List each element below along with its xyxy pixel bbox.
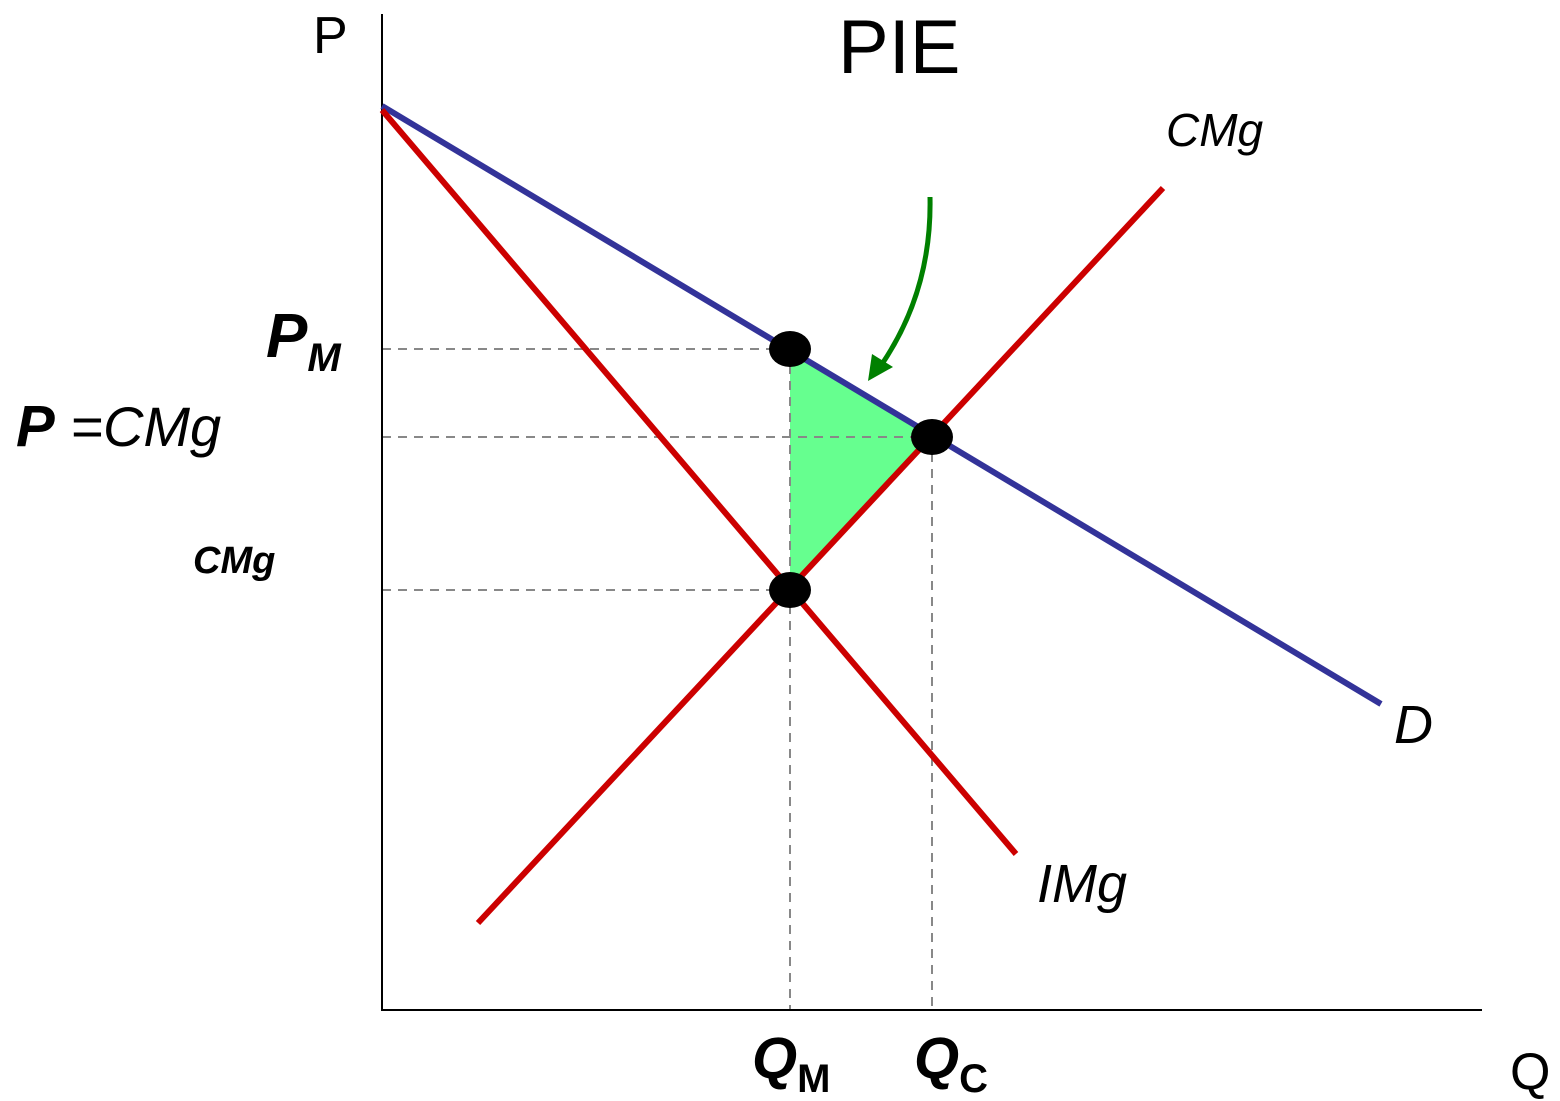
competitive-quantity-label: QC [914, 1030, 988, 1100]
marginal-cost-label: CMg [1166, 104, 1264, 156]
competitive-equilibrium-point [911, 419, 953, 455]
marginal-cost-price-label: CMg [193, 540, 276, 582]
monopoly-quantity-label: QM [752, 1030, 830, 1100]
marginal-cost-curve [475, 185, 1166, 926]
qm-main: Q [752, 1026, 798, 1091]
diagram-title: PIE [838, 5, 961, 90]
pm-sub: M [307, 336, 341, 380]
pm-main: P [266, 302, 308, 371]
qm-sub: M [797, 1057, 831, 1101]
deadweight-loss-triangle [790, 352, 932, 590]
marginal-revenue-label: IMg [1037, 854, 1128, 914]
competitive-price-label: P =CMg [16, 398, 221, 456]
mr-mc-intersection-point [769, 572, 811, 608]
pc-main: P [16, 394, 55, 459]
monopoly-price-label: PM [266, 306, 341, 379]
marginal-revenue-curve [379, 108, 1019, 856]
demand-curve [380, 103, 1383, 707]
x-axis-label: Q [1510, 1043, 1551, 1101]
pc-rest: =CMg [54, 395, 222, 458]
monopoly-price-point [769, 331, 811, 367]
y-axis-label: P [313, 7, 348, 65]
qc-main: Q [914, 1026, 960, 1091]
qc-sub: C [959, 1057, 989, 1101]
pointer-arrow-head [868, 354, 893, 381]
demand-label: D [1394, 695, 1433, 755]
pointer-arrow [879, 196, 933, 366]
